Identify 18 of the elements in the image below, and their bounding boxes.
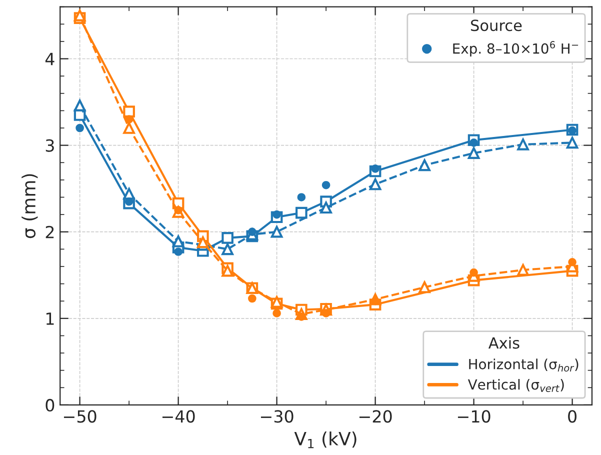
x-tick-label: −30: [260, 410, 294, 423]
y-tick-label: 0: [46, 398, 54, 412]
x-axis-title: V$_{1}$ (kV): [294, 431, 356, 448]
x-tick-label: −50: [64, 410, 96, 423]
y-tick-label: 2: [46, 226, 54, 238]
y-tick-label: 1: [46, 312, 54, 325]
legend-label: Exp. 8–10×10$^{6}$ H$^{−}$: [453, 41, 578, 56]
x-tick-label: 0: [568, 410, 576, 423]
legend-label: Horizontal (σ$_{hor}$): [469, 358, 578, 372]
legend-label: Vertical (σ$_{vert}$): [468, 379, 564, 392]
legend-title: Axis: [488, 336, 520, 349]
x-tick-label: −10: [458, 410, 490, 423]
annotation: Source: [470, 20, 522, 32]
x-tick-label: −40: [162, 410, 195, 423]
y-tick-label: 3: [46, 139, 54, 152]
y-tick-label: 4: [45, 52, 54, 66]
y-axis-title: σ (mm): [22, 174, 38, 238]
x-tick-label: −20: [359, 410, 392, 423]
